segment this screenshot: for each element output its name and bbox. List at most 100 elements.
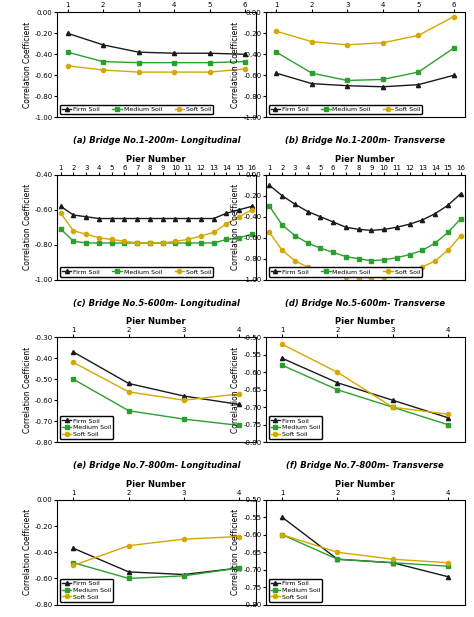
Firm Soil bbox=[109, 215, 115, 222]
Line: Soft Soil: Soft Soil bbox=[72, 360, 241, 402]
Legend: Firm Soil, Medium Soil, Soft Soil: Firm Soil, Medium Soil, Soft Soil bbox=[269, 579, 322, 602]
Firm Soil bbox=[416, 81, 421, 88]
Line: Firm Soil: Firm Soil bbox=[72, 350, 241, 407]
Firm Soil bbox=[171, 49, 177, 57]
Firm Soil bbox=[160, 215, 165, 222]
Medium Soil bbox=[126, 407, 131, 415]
Medium Soil bbox=[335, 386, 340, 394]
Medium Soil bbox=[160, 239, 165, 247]
Medium Soil bbox=[394, 254, 400, 262]
Y-axis label: Correlation Coefficient: Correlation Coefficient bbox=[23, 347, 32, 433]
Medium Soil bbox=[305, 239, 310, 247]
Line: Medium Soil: Medium Soil bbox=[280, 532, 450, 568]
Medium Soil bbox=[147, 239, 153, 247]
Firm Soil bbox=[181, 392, 187, 400]
Soft Soil bbox=[273, 28, 279, 35]
Y-axis label: Correlation Coefficient: Correlation Coefficient bbox=[23, 184, 32, 270]
Firm Soil bbox=[237, 565, 242, 572]
Medium Soil bbox=[198, 239, 204, 247]
Medium Soil bbox=[171, 59, 177, 67]
Medium Soil bbox=[134, 239, 140, 247]
Firm Soil bbox=[279, 192, 285, 199]
Firm Soil bbox=[445, 414, 451, 421]
Legend: Firm Soil, Medium Soil, Soft Soil: Firm Soil, Medium Soil, Soft Soil bbox=[60, 416, 113, 439]
Medium Soil bbox=[71, 376, 76, 383]
Medium Soil bbox=[109, 239, 115, 247]
Firm Soil bbox=[445, 202, 451, 209]
Soft Soil bbox=[198, 232, 204, 239]
Firm Soil bbox=[71, 349, 76, 356]
Medium Soil bbox=[58, 225, 64, 233]
Firm Soil bbox=[242, 51, 248, 58]
Medium Soil bbox=[207, 59, 212, 67]
Medium Soil bbox=[224, 236, 229, 243]
Y-axis label: Correlation Coefficient: Correlation Coefficient bbox=[23, 22, 32, 108]
Medium Soil bbox=[309, 70, 315, 77]
Medium Soil bbox=[249, 231, 255, 238]
Medium Soil bbox=[445, 563, 451, 570]
Firm Soil bbox=[451, 72, 457, 79]
Soft Soil bbox=[345, 41, 350, 49]
Medium Soil bbox=[237, 234, 242, 241]
Firm Soil bbox=[185, 215, 191, 222]
Line: Soft Soil: Soft Soil bbox=[59, 208, 254, 245]
Y-axis label: Correlation Coefficient: Correlation Coefficient bbox=[231, 22, 240, 108]
Medium Soil bbox=[292, 232, 298, 239]
Soft Soil bbox=[58, 210, 64, 217]
Firm Soil bbox=[343, 223, 349, 231]
Firm Soil bbox=[335, 379, 340, 386]
Firm Soil bbox=[173, 215, 178, 222]
Soft Soil bbox=[83, 231, 89, 238]
Medium Soil bbox=[181, 572, 187, 579]
Firm Soil bbox=[96, 215, 102, 222]
Medium Soil bbox=[318, 244, 323, 252]
Medium Soil bbox=[181, 415, 187, 423]
Medium Soil bbox=[173, 239, 178, 247]
Soft Soil bbox=[318, 268, 323, 275]
Legend: Firm Soil, Medium Soil, Soft Soil: Firm Soil, Medium Soil, Soft Soil bbox=[60, 267, 213, 276]
Medium Soil bbox=[242, 58, 248, 65]
Firm Soil bbox=[71, 545, 76, 552]
Firm Soil bbox=[432, 210, 438, 217]
Firm Soil bbox=[147, 215, 153, 222]
Firm Soil bbox=[382, 226, 387, 233]
Soft Soil bbox=[419, 263, 425, 271]
Text: (d) Bridge No.5-600m- Transverse: (d) Bridge No.5-600m- Transverse bbox=[285, 299, 445, 307]
Medium Soil bbox=[126, 575, 131, 582]
Firm Soil bbox=[126, 379, 131, 387]
Medium Soil bbox=[451, 44, 457, 52]
Y-axis label: Correlation Coefficient: Correlation Coefficient bbox=[231, 509, 240, 595]
Soft Soil bbox=[390, 555, 396, 563]
Medium Soil bbox=[267, 202, 273, 210]
Soft Soil bbox=[71, 227, 76, 234]
Soft Soil bbox=[173, 238, 178, 245]
Medium Soil bbox=[419, 247, 425, 254]
Soft Soil bbox=[445, 559, 451, 566]
Line: Firm Soil: Firm Soil bbox=[274, 71, 456, 89]
Medium Soil bbox=[185, 239, 191, 247]
Firm Soil bbox=[279, 355, 285, 362]
Medium Soil bbox=[237, 565, 242, 572]
Medium Soil bbox=[100, 58, 106, 65]
Medium Soil bbox=[382, 256, 387, 263]
Medium Soil bbox=[211, 239, 217, 247]
Soft Soil bbox=[96, 234, 102, 241]
Medium Soil bbox=[345, 77, 350, 84]
Y-axis label: Correlation Coefficient: Correlation Coefficient bbox=[231, 184, 240, 270]
Soft Soil bbox=[237, 213, 242, 220]
Soft Soil bbox=[356, 274, 362, 281]
X-axis label: Pier Number: Pier Number bbox=[127, 317, 186, 326]
Medium Soil bbox=[122, 239, 128, 247]
Soft Soil bbox=[267, 229, 273, 236]
Firm Soil bbox=[122, 215, 128, 222]
Medium Soil bbox=[407, 251, 412, 258]
Firm Soil bbox=[330, 218, 336, 226]
Soft Soil bbox=[279, 247, 285, 254]
Medium Soil bbox=[390, 404, 396, 411]
Medium Soil bbox=[356, 255, 362, 262]
Soft Soil bbox=[343, 273, 349, 280]
Medium Soil bbox=[369, 257, 374, 265]
Soft Soil bbox=[330, 271, 336, 278]
Firm Soil bbox=[309, 80, 315, 88]
Medium Soil bbox=[458, 215, 464, 223]
